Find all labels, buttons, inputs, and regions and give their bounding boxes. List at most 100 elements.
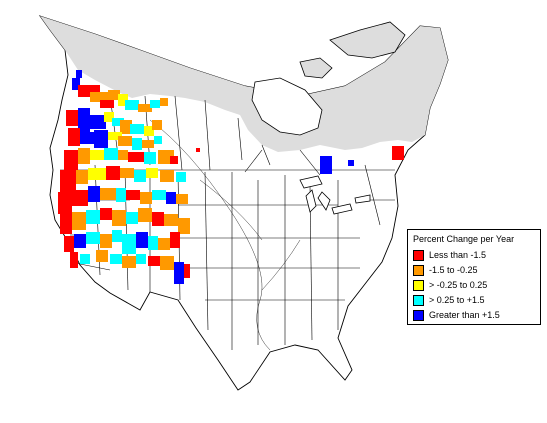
change-cell: [125, 100, 139, 110]
change-cell: [86, 210, 100, 224]
change-cell: [174, 262, 184, 284]
change-cell: [152, 190, 166, 200]
change-cell: [118, 150, 128, 160]
change-cell: [90, 150, 108, 160]
change-cell: [178, 218, 190, 234]
change-cell: [68, 128, 80, 146]
change-cell: [160, 256, 174, 270]
change-cell: [90, 92, 108, 102]
change-cell: [134, 170, 146, 182]
change-cell: [72, 190, 88, 206]
legend-label: Greater than +1.5: [429, 310, 500, 320]
change-cell: [144, 126, 154, 136]
hudson-bay: [251, 77, 323, 136]
legend-swatch: [413, 250, 424, 261]
legend-swatch: [413, 310, 424, 321]
change-cell: [132, 138, 142, 150]
change-cell: [118, 94, 128, 106]
change-cell: [100, 100, 114, 108]
arctic-island: [329, 21, 406, 59]
change-cell: [72, 212, 86, 230]
abundance-change-cells: [58, 70, 404, 284]
change-cell: [60, 214, 72, 234]
change-cell: [120, 120, 132, 134]
change-cell: [392, 146, 404, 160]
change-cell: [138, 208, 152, 222]
legend-title: Percent Change per Year: [413, 234, 515, 244]
change-cell: [112, 118, 124, 126]
change-cell: [80, 254, 90, 264]
map-legend: Percent Change per Year Less than -1.5 -…: [407, 229, 541, 325]
change-cell: [176, 172, 186, 182]
change-cell: [160, 98, 168, 106]
change-cell: [150, 100, 160, 108]
change-cell: [100, 188, 116, 200]
change-cell: [112, 210, 126, 226]
change-cell: [88, 186, 100, 202]
change-cell: [170, 232, 180, 248]
change-cell: [122, 256, 136, 268]
change-cell: [110, 254, 122, 264]
change-cell: [104, 148, 118, 160]
change-cell: [94, 130, 108, 148]
arctic-island: [299, 57, 333, 79]
change-cell: [196, 148, 200, 152]
change-cell: [116, 188, 126, 202]
change-cell: [120, 168, 134, 178]
change-cell: [126, 190, 140, 200]
change-cell: [136, 254, 146, 264]
change-cell: [76, 170, 88, 184]
change-cell: [96, 250, 108, 262]
change-cell: [104, 112, 114, 122]
no-data-region-north: [40, 16, 448, 152]
change-cell: [100, 208, 112, 220]
change-cell: [148, 236, 158, 250]
change-cell: [176, 194, 188, 204]
change-cell: [86, 232, 100, 244]
change-cell: [64, 236, 74, 252]
change-cell: [146, 168, 158, 178]
change-cell: [348, 160, 354, 166]
legend-swatch: [413, 280, 424, 291]
legend-label: Less than -1.5: [429, 250, 487, 260]
change-cell: [58, 192, 72, 214]
change-cell: [184, 264, 190, 278]
change-cell: [136, 232, 148, 248]
change-cell: [76, 70, 82, 78]
change-cell: [72, 78, 80, 90]
change-cell: [160, 170, 174, 182]
change-cell: [144, 152, 156, 164]
change-cell: [130, 124, 144, 134]
change-cell: [108, 90, 120, 100]
legend-swatch: [413, 295, 424, 306]
change-cell: [80, 132, 94, 144]
change-cell: [320, 156, 332, 174]
change-cell: [122, 234, 136, 254]
change-cell: [166, 192, 176, 204]
change-cell: [106, 166, 120, 180]
change-cell: [112, 230, 122, 242]
change-cell: [78, 108, 90, 132]
change-cell: [170, 156, 178, 164]
change-cell: [164, 214, 178, 226]
change-cell: [108, 132, 122, 140]
change-cell: [140, 192, 152, 204]
legend-label: > 0.25 to +1.5: [429, 295, 485, 305]
great-lakes: [299, 175, 371, 215]
change-cell: [70, 252, 78, 268]
change-cell: [88, 168, 106, 180]
change-cell: [128, 152, 144, 162]
legend-label: > -0.25 to 0.25: [429, 280, 488, 290]
change-cell: [148, 256, 160, 266]
change-cell: [158, 238, 170, 250]
change-cell: [90, 115, 106, 129]
change-cell: [152, 212, 164, 226]
change-cell: [154, 136, 162, 144]
change-cell: [78, 148, 90, 164]
change-cell: [126, 212, 138, 224]
rivers: [149, 119, 301, 351]
legend-swatch: [413, 265, 424, 276]
change-cell: [152, 120, 162, 130]
change-cell: [64, 150, 78, 170]
